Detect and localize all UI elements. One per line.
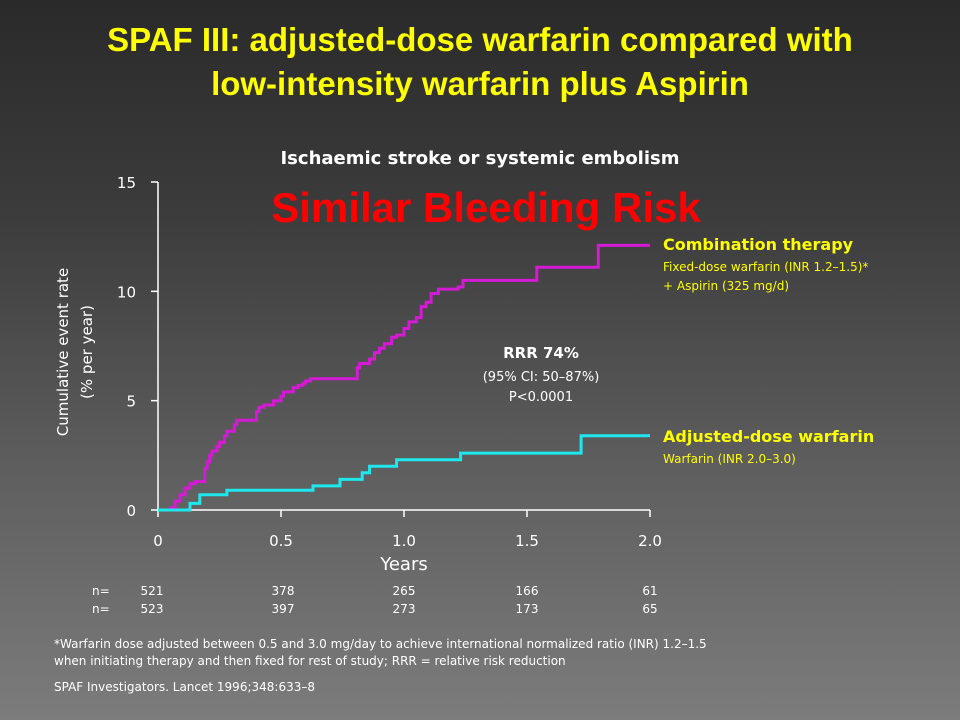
combination-therapy-curve [158,243,648,512]
combination-therapy-desc-line-1: Fixed-dose warfarin (INR 1.2–1.5)* [663,260,868,274]
x-tick-label: 1.5 [515,532,539,550]
at-risk-cell: 523 [141,602,164,616]
chart-ticks: 0 5 10 15 0 0.5 1.0 1.5 2.0 [117,174,662,550]
y-tick-label: 10 [117,283,136,301]
y-tick-label: 5 [126,393,136,411]
y-tick-label: 15 [117,174,136,192]
slide-title-line-1: SPAF III: adjusted-dose warfarin compare… [107,21,853,58]
footnote-line-1: *Warfarin dose adjusted between 0.5 and … [54,637,707,651]
at-risk-cell: 61 [642,584,657,598]
x-tick-label: 1.0 [392,532,416,550]
citation: SPAF Investigators. Lancet 1996;348:633–… [54,680,315,694]
at-risk-table: n= 521 378 265 166 61 n= 523 397 273 173 65 [92,584,658,616]
survival-chart: 0 5 10 15 0 0.5 1.0 1.5 2.0 Years Cumulative even… [54,148,875,616]
at-risk-cell: 521 [141,584,164,598]
rrr-annotation: RRR 74% [503,344,579,362]
y-axis-title-line-2: (% per year) [78,305,96,399]
x-tick-label: 0.5 [269,532,293,550]
footnote-line-2: when initiating therapy and then fixed f… [54,654,566,668]
slide-title-line-2: low-intensity warfarin plus Aspirin [211,65,749,102]
at-risk-cell: 378 [272,584,295,598]
x-tick-label: 2.0 [638,532,662,550]
chart-curves [158,243,650,512]
at-risk-cell: 166 [516,584,539,598]
y-tick-label: 0 [126,502,136,520]
at-risk-cell: 273 [393,602,416,616]
chart-labels: Years Cumulative event rate (% per year) Is… [54,148,874,575]
at-risk-cell: 265 [393,584,416,598]
chart-title: Ischaemic stroke or systemic embolism [280,148,679,169]
ci-annotation: (95% CI: 50–87%) [483,370,600,385]
x-axis-title: Years [379,554,428,575]
combination-therapy-desc-line-2: + Aspirin (325 mg/d) [663,279,789,293]
at-risk-row-label: n= [92,584,110,598]
slide-title: SPAF III: adjusted-dose warfarin compare… [0,18,960,106]
adjusted-dose-warfarin-curve [158,434,648,512]
at-risk-cell: 173 [516,602,539,616]
adjusted-dose-warfarin-label: Adjusted-dose warfarin [663,427,874,446]
at-risk-cell: 65 [642,602,657,616]
at-risk-row-label: n= [92,602,110,616]
y-axis-title-line-1: Cumulative event rate [54,268,72,436]
adjusted-dose-warfarin-desc-line-1: Warfarin (INR 2.0–3.0) [663,452,796,466]
similar-bleeding-risk-overlay: Similar Bleeding Risk [271,184,701,231]
y-axis-title: Cumulative event rate (% per year) [54,268,96,436]
footnote: *Warfarin dose adjusted between 0.5 and … [54,636,914,670]
combination-therapy-label: Combination therapy [663,235,854,254]
at-risk-cell: 397 [272,602,295,616]
p-value-annotation: P<0.0001 [509,390,573,405]
x-tick-label: 0 [153,532,163,550]
